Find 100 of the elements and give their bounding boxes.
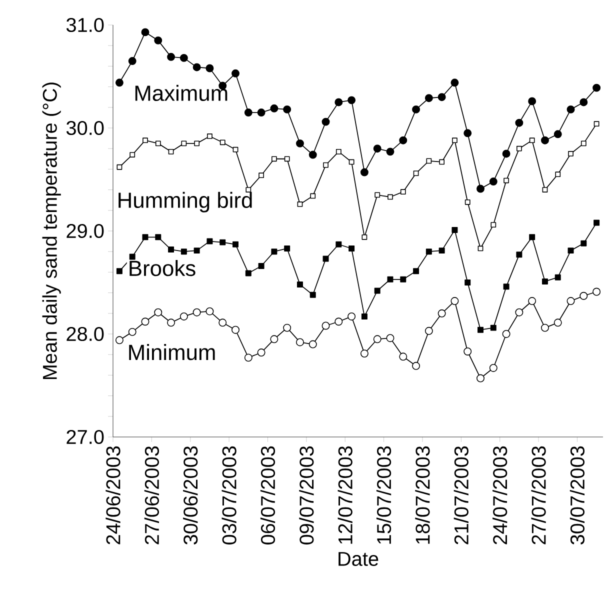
x-tick-label: 12/07/2003 — [338, 446, 352, 544]
point — [348, 312, 356, 320]
point — [568, 151, 574, 156]
point — [388, 194, 393, 200]
point — [386, 334, 394, 342]
point — [554, 274, 561, 280]
x-tick-label: 03/07/2003 — [222, 446, 236, 544]
point — [504, 178, 509, 184]
x-tick-label: 27/07/2003 — [531, 446, 546, 544]
point — [542, 187, 548, 192]
point — [540, 136, 549, 144]
point — [450, 78, 459, 87]
point — [490, 222, 496, 228]
point — [464, 279, 471, 286]
point — [128, 328, 136, 336]
point — [296, 282, 303, 288]
point — [580, 292, 588, 300]
point — [438, 248, 445, 254]
point — [348, 159, 354, 165]
point — [426, 248, 432, 255]
point — [361, 313, 368, 320]
point — [580, 98, 588, 106]
point — [207, 134, 212, 139]
point — [257, 348, 266, 357]
point — [413, 170, 419, 176]
point — [439, 159, 445, 165]
point — [167, 52, 176, 61]
point — [528, 97, 536, 106]
point — [489, 364, 498, 372]
point — [387, 276, 394, 282]
point — [128, 57, 136, 66]
y-tick-label: 29.0 — [66, 224, 104, 238]
x-tick-label: 24/07/2003 — [492, 446, 508, 544]
point — [297, 202, 303, 207]
point — [452, 226, 458, 233]
point — [284, 246, 290, 252]
point — [348, 246, 355, 252]
point — [129, 254, 136, 260]
point — [554, 318, 562, 327]
point — [154, 308, 162, 316]
y-tick-label: 30.0 — [66, 120, 104, 136]
point — [528, 297, 536, 306]
point — [336, 241, 342, 248]
point — [271, 248, 278, 255]
point — [206, 238, 213, 244]
point — [360, 350, 368, 358]
point — [516, 252, 522, 258]
point — [438, 309, 446, 318]
point — [232, 146, 238, 152]
point — [464, 129, 472, 138]
point — [336, 148, 342, 154]
point — [426, 158, 432, 164]
point — [244, 354, 252, 362]
point — [115, 78, 124, 87]
x-tick-label: 27/06/2003 — [144, 446, 159, 544]
point — [308, 150, 317, 159]
point — [168, 246, 174, 253]
point — [348, 96, 356, 104]
point — [154, 36, 162, 44]
point — [566, 297, 575, 306]
series-label: Brooks — [130, 260, 196, 276]
point — [244, 108, 252, 117]
point — [334, 98, 343, 106]
point — [270, 335, 278, 344]
point — [503, 284, 510, 290]
point — [489, 178, 498, 186]
x-tick-label: 21/07/2003 — [454, 446, 468, 544]
point — [464, 348, 472, 356]
point — [450, 297, 459, 306]
point — [206, 307, 214, 316]
point — [400, 276, 406, 282]
point — [542, 278, 548, 284]
point — [245, 270, 252, 276]
point — [476, 374, 484, 382]
point — [554, 130, 562, 138]
point — [257, 108, 266, 117]
point — [308, 340, 317, 348]
point — [540, 324, 549, 332]
point — [555, 172, 561, 178]
point — [258, 172, 264, 178]
x-axis-title: Date — [338, 552, 378, 566]
point — [218, 318, 227, 327]
point — [529, 138, 535, 144]
point — [529, 234, 536, 240]
point — [310, 292, 316, 298]
point — [580, 140, 586, 146]
series-label: Minimum — [129, 344, 215, 360]
point — [592, 84, 601, 92]
point — [516, 146, 522, 152]
point — [180, 312, 188, 320]
point — [478, 326, 484, 333]
point — [476, 184, 484, 193]
point — [220, 140, 226, 146]
point — [220, 239, 226, 246]
point — [399, 136, 408, 144]
point — [296, 338, 304, 346]
point — [155, 234, 162, 240]
point — [594, 121, 600, 127]
series-label: Maximum — [135, 84, 228, 102]
point — [373, 335, 382, 344]
